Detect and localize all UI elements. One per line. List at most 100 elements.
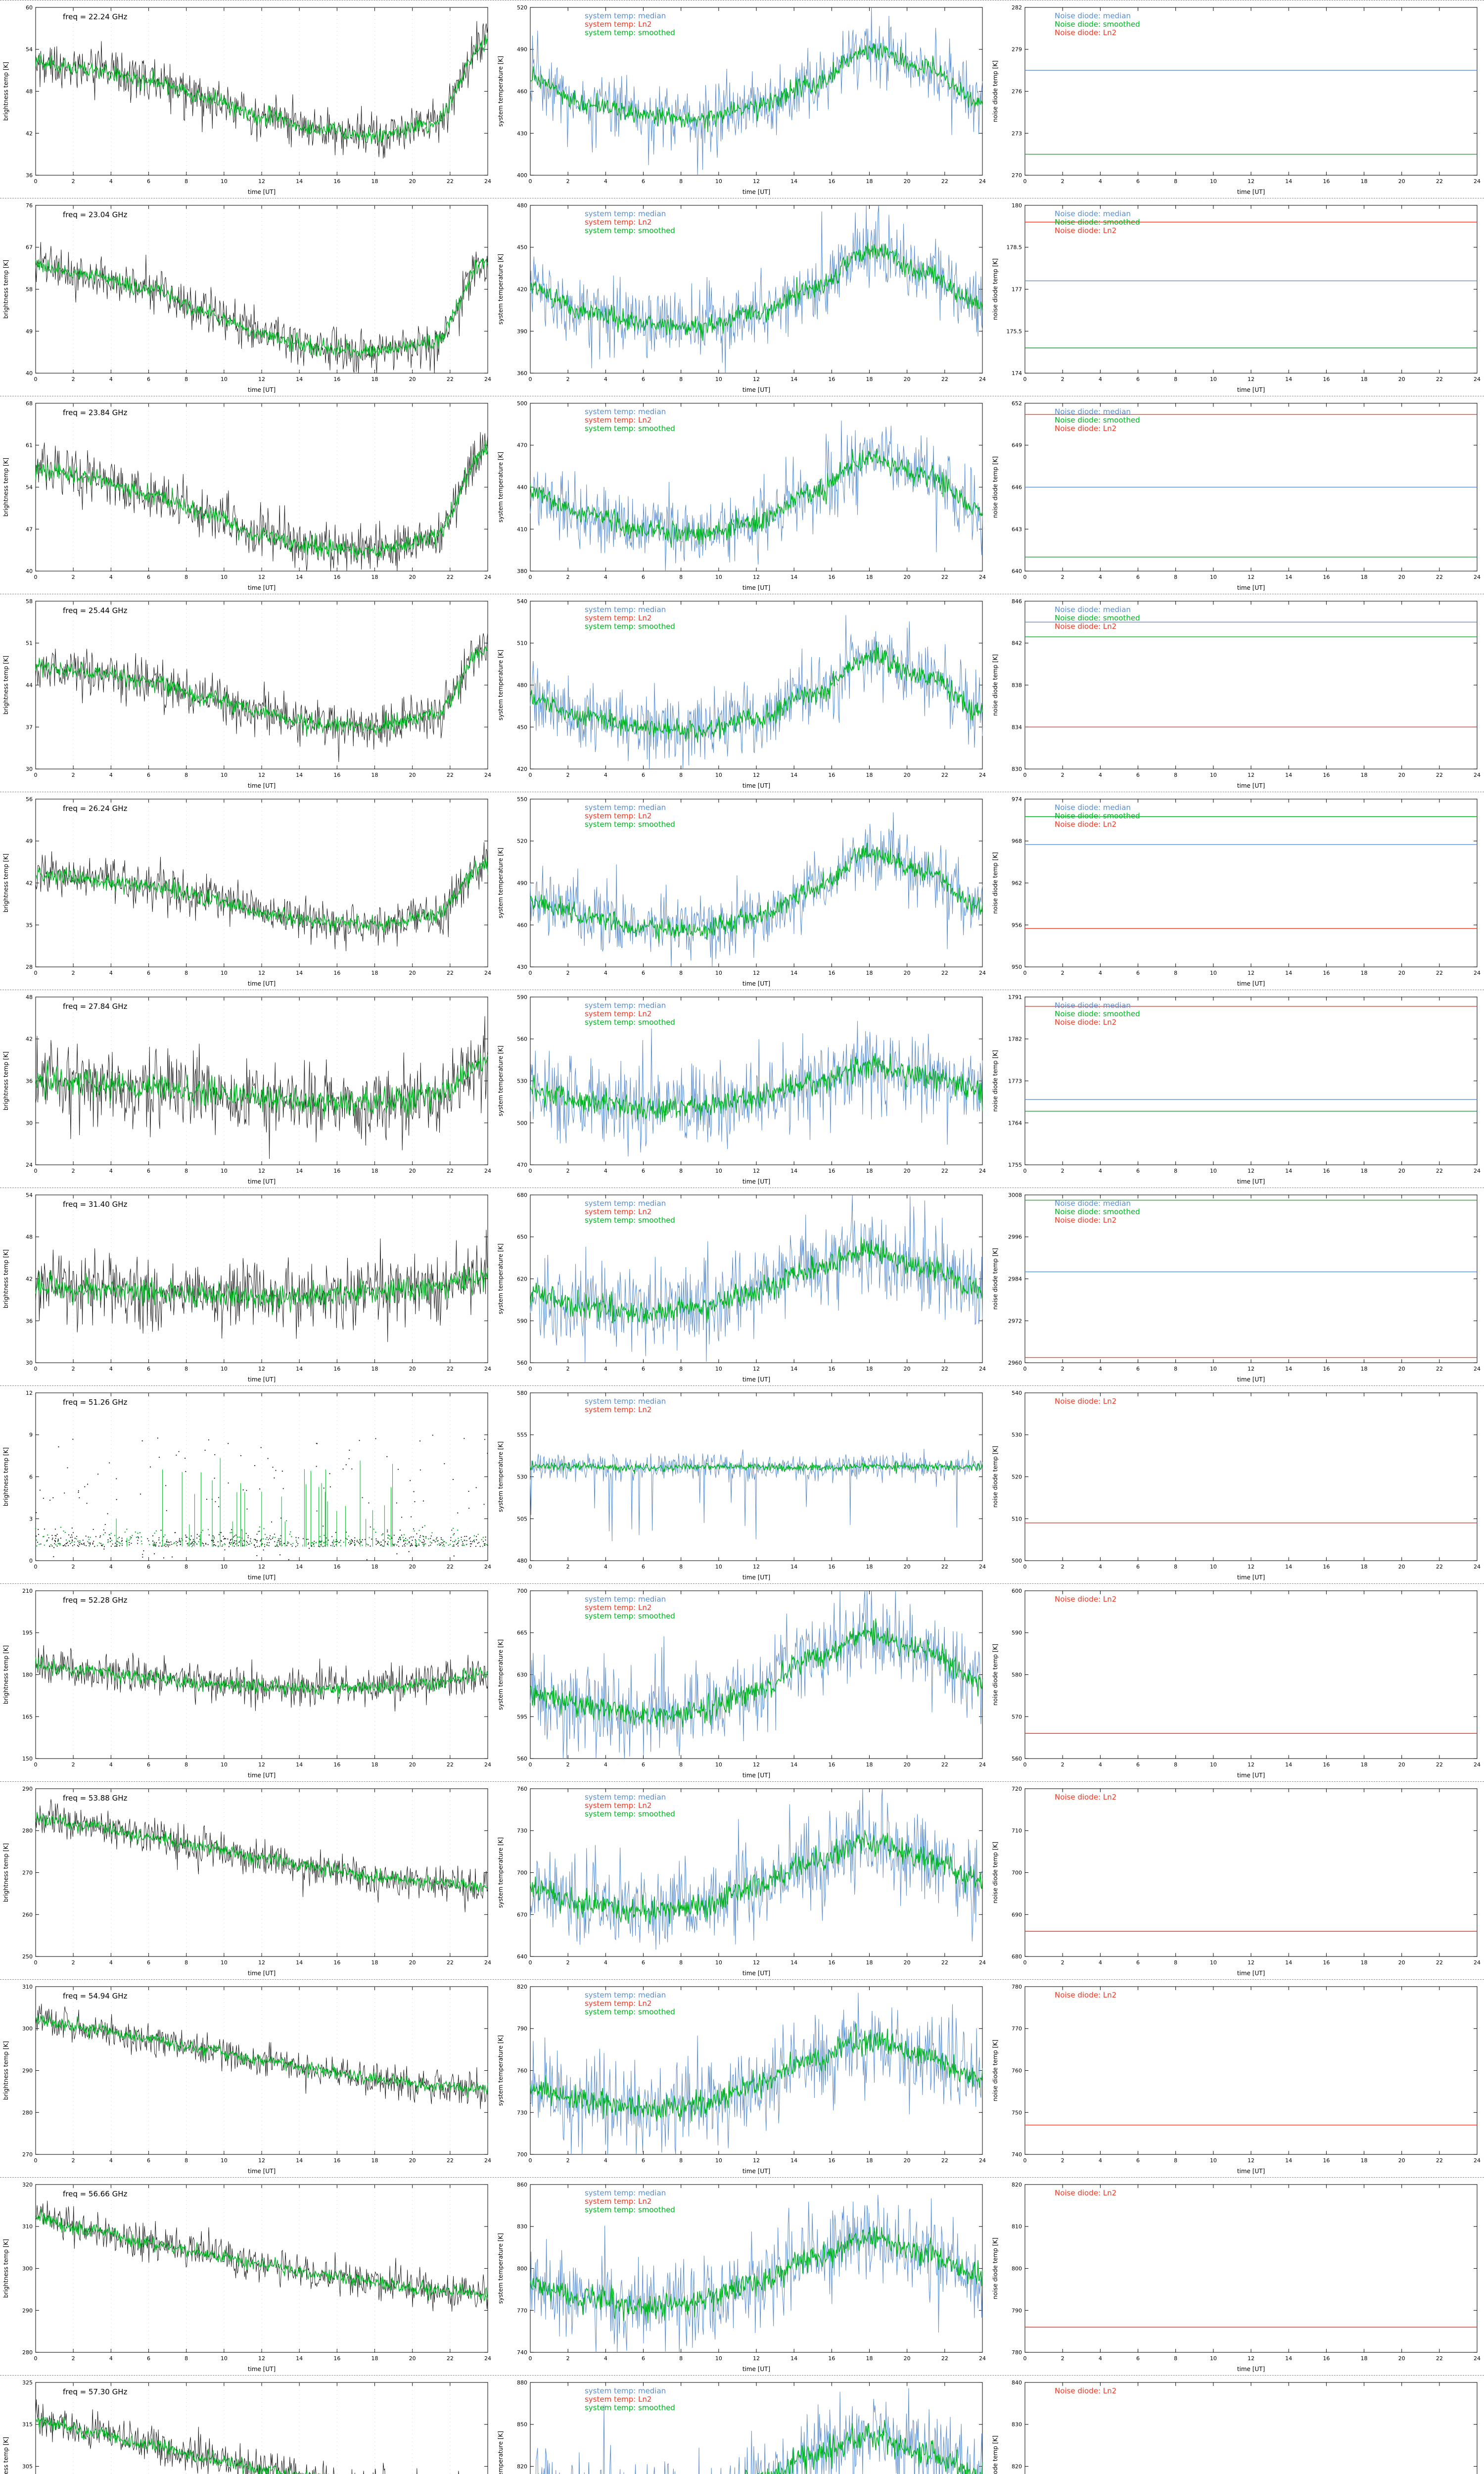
scatter-point-black <box>60 1537 61 1539</box>
x-tick-label: 6 <box>1136 2157 1140 2164</box>
y-tick-label: 276 <box>1012 89 1022 95</box>
scatter-point-black <box>235 1540 237 1542</box>
scatter-point-green <box>389 1535 390 1537</box>
y-tick-label: 700 <box>1012 1870 1022 1876</box>
x-tick-label: 4 <box>109 2355 113 2362</box>
scatter-point-black <box>57 1538 59 1540</box>
scatter-point-black <box>268 1539 269 1540</box>
x-tick-label: 12 <box>258 1366 265 1372</box>
y-tick-label: 490 <box>517 880 527 887</box>
y-tick-label: 846 <box>1012 598 1022 605</box>
x-tick-label: 16 <box>333 1168 340 1174</box>
scatter-point-green <box>117 1538 119 1539</box>
panel-brightness-temp: 0 2 4 6 8 10 12 14 16 18 20 22 24 30 37 44 51 58 time [UT]… <box>0 594 495 792</box>
y-tick-label: 950 <box>1012 964 1022 970</box>
noise-diode-legend-entry: Noise diode: Ln2 <box>1055 622 1116 631</box>
x-axis-label: time [UT] <box>248 980 276 987</box>
scatter-point-black <box>485 1539 486 1541</box>
x-tick-label: 22 <box>941 970 948 976</box>
scatter-point-black <box>247 1535 249 1536</box>
x-tick-label: 0 <box>1023 2157 1027 2164</box>
scatter-point-black <box>453 1533 455 1534</box>
scatter-point-black <box>274 1533 275 1535</box>
x-tick-label: 8 <box>1174 1366 1177 1372</box>
x-tick-label: 8 <box>679 2355 683 2362</box>
x-tick-label: 12 <box>1248 1366 1254 1372</box>
series-systemp-median-blue <box>530 1788 983 1950</box>
y-tick-label: 590 <box>1012 1630 1022 1636</box>
y-tick-label: 646 <box>1012 484 1022 491</box>
y-axis-label: brightness temp [K] <box>2 2437 9 2474</box>
scatter-point-green <box>381 1534 383 1536</box>
y-tick-label: 780 <box>1012 1984 1022 1990</box>
scatter-point-black <box>483 1504 485 1505</box>
noise-diode-legend-entry: Noise diode: median <box>1055 407 1131 416</box>
x-tick-label: 24 <box>1474 1564 1481 1570</box>
scatter-point-black <box>391 1537 393 1539</box>
scatter-point-green <box>90 1536 91 1538</box>
scatter-point-green <box>264 1543 265 1545</box>
scatter-point-black <box>270 1535 271 1536</box>
y-axis-label: system temperature [K] <box>497 56 504 127</box>
scatter-point-green <box>36 1545 38 1547</box>
scatter-point-black <box>345 1531 347 1533</box>
scatter-point-black <box>72 1532 74 1533</box>
scatter-point-green <box>334 1541 336 1543</box>
scatter-point-black <box>196 1537 198 1539</box>
scatter-point-black <box>272 1538 274 1539</box>
x-tick-label: 20 <box>409 970 416 976</box>
scatter-point-black <box>170 1541 172 1543</box>
scatter-point-black <box>272 1467 274 1468</box>
x-tick-label: 6 <box>1136 178 1140 185</box>
scatter-point-black <box>370 1526 371 1528</box>
scatter-point-black <box>215 1545 217 1546</box>
scatter-point-green <box>437 1540 438 1542</box>
x-tick-label: 12 <box>753 1564 760 1570</box>
series-systemp-smoothed-green <box>530 843 983 944</box>
x-tick-label: 12 <box>258 1959 265 1966</box>
x-tick-label: 18 <box>866 1366 873 1372</box>
x-tick-label: 16 <box>1323 1959 1330 1966</box>
scatter-point-black <box>109 1462 110 1464</box>
scatter-point-green <box>46 1540 48 1542</box>
x-tick-label: 2 <box>566 1564 570 1570</box>
scatter-point-black <box>89 1542 91 1544</box>
x-tick-label: 24 <box>484 1168 491 1174</box>
x-tick-label: 10 <box>221 1959 228 1966</box>
x-tick-label: 24 <box>979 772 986 778</box>
scatter-point-black <box>87 1483 89 1485</box>
scatter-point-black <box>190 1535 192 1537</box>
scatter-point-black <box>377 1542 378 1544</box>
x-tick-label: 18 <box>866 1564 873 1570</box>
scatter-point-black <box>246 1508 248 1510</box>
scatter-point-green <box>154 1532 155 1534</box>
scatter-point-black <box>333 1545 335 1547</box>
y-tick-label: 58 <box>26 286 33 293</box>
scatter-point-black <box>479 1546 481 1547</box>
scatter-point-green <box>230 1543 231 1545</box>
panel-system-temp-svg: 0 2 4 6 8 10 12 14 16 18 20 22 24420450480510540time… <box>497 598 986 789</box>
scatter-point-black <box>53 1556 54 1558</box>
x-tick-label: 0 <box>34 376 38 382</box>
x-tick-label: 2 <box>1061 1959 1065 1966</box>
scatter-point-black <box>189 1539 191 1541</box>
scatter-point-black <box>212 1540 214 1542</box>
x-tick-label: 0 <box>1023 1959 1027 1966</box>
plot-row-52.28: 0 2 4 6 8 10 12 14 16 18 20 22 24 150 165 180 195 210 time… <box>0 1583 1484 1781</box>
scatter-point-black <box>278 1541 280 1543</box>
x-tick-label: 20 <box>1398 376 1405 382</box>
plot-box <box>1024 1392 1478 1561</box>
scatter-point-green <box>297 1545 298 1546</box>
scatter-point-black <box>142 1554 143 1555</box>
scatter-point-green <box>136 1536 138 1538</box>
x-tick-label: 16 <box>1323 970 1330 976</box>
panel-system-temp-svg: 0 2 4 6 8 10 12 14 16 18 20 22 24480505530555580time… <box>497 1390 986 1581</box>
scatter-point-black <box>466 1535 467 1537</box>
scatter-point-green <box>274 1545 276 1547</box>
y-tick-label: 770 <box>1012 2026 1022 2032</box>
x-tick-label: 2 <box>1061 2157 1065 2164</box>
scatter-point-green <box>253 1538 255 1540</box>
x-tick-label: 18 <box>1361 2157 1368 2164</box>
